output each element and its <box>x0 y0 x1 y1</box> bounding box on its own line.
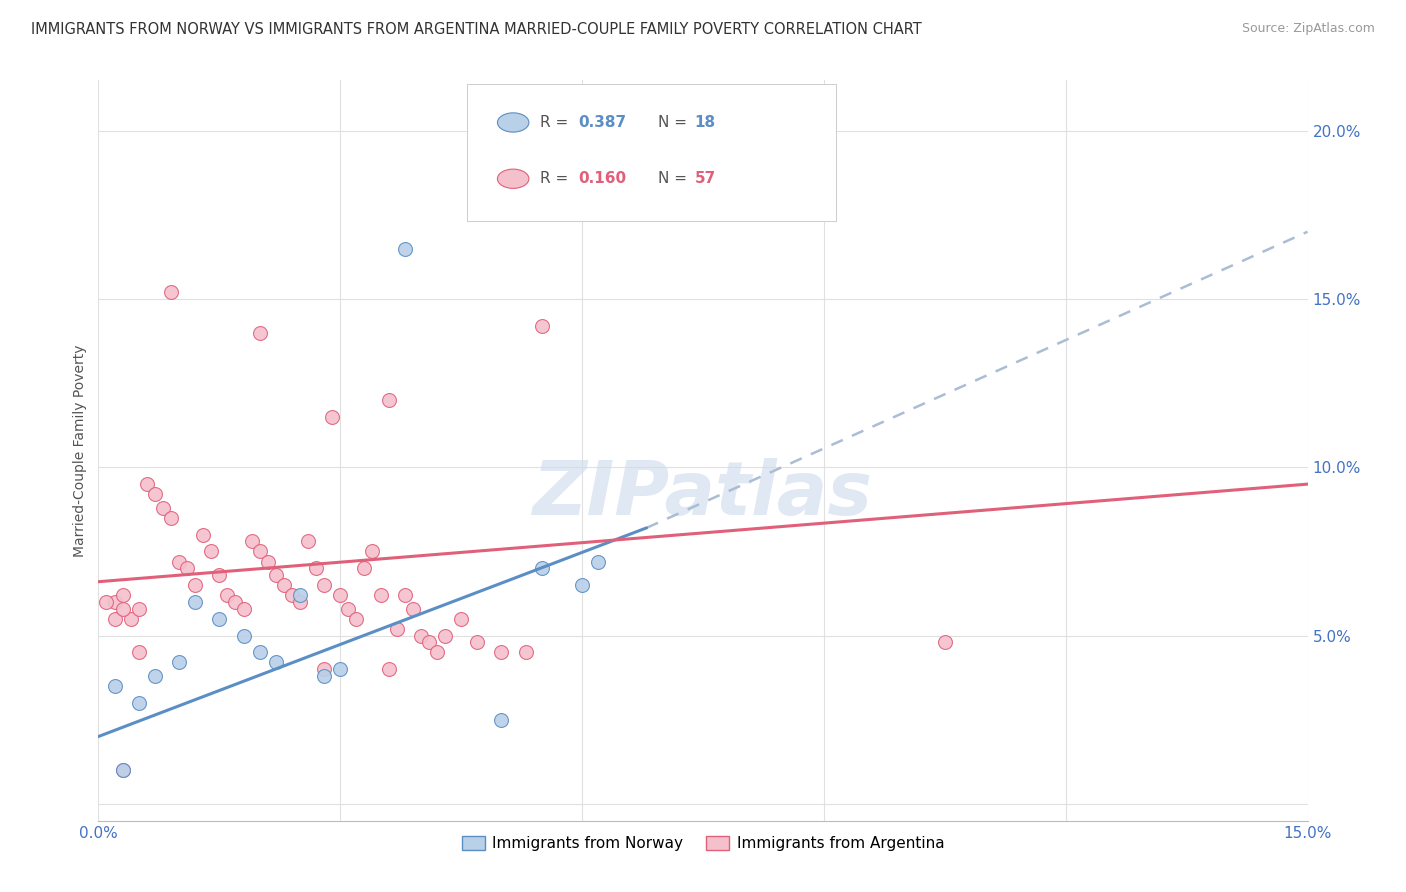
Point <box>184 578 207 592</box>
Point <box>314 662 336 676</box>
Text: R =: R = <box>540 171 572 186</box>
Point <box>377 662 399 676</box>
Point <box>305 561 328 575</box>
Point <box>491 713 513 727</box>
Point <box>143 487 166 501</box>
Point <box>426 645 449 659</box>
Point <box>273 578 295 592</box>
Point <box>394 242 416 256</box>
Point <box>152 500 174 515</box>
Text: Source: ZipAtlas.com: Source: ZipAtlas.com <box>1241 22 1375 36</box>
Point <box>96 595 118 609</box>
Point <box>111 763 134 777</box>
Point <box>249 645 271 659</box>
Point <box>370 588 392 602</box>
Point <box>135 477 157 491</box>
Point <box>256 554 278 569</box>
Text: N =: N = <box>658 115 692 130</box>
Point <box>571 578 593 592</box>
Point <box>409 628 432 642</box>
Point <box>314 669 336 683</box>
Point <box>128 601 150 615</box>
Point <box>281 588 304 602</box>
Point <box>167 656 190 670</box>
Text: IMMIGRANTS FROM NORWAY VS IMMIGRANTS FROM ARGENTINA MARRIED-COUPLE FAMILY POVERT: IMMIGRANTS FROM NORWAY VS IMMIGRANTS FRO… <box>31 22 922 37</box>
Point <box>103 595 125 609</box>
Point <box>208 568 231 582</box>
Point <box>103 612 125 626</box>
Point <box>128 696 150 710</box>
Point <box>361 544 384 558</box>
Point <box>232 628 254 642</box>
Text: 0.387: 0.387 <box>578 115 627 130</box>
Point <box>344 612 367 626</box>
Circle shape <box>498 169 529 188</box>
Point <box>418 635 440 649</box>
Point <box>232 601 254 615</box>
Point <box>200 544 222 558</box>
Point <box>450 612 472 626</box>
Point <box>111 601 134 615</box>
Point <box>586 554 609 569</box>
Point <box>288 595 311 609</box>
Point <box>515 645 537 659</box>
Point <box>264 656 287 670</box>
Point <box>385 622 408 636</box>
Point <box>321 409 343 424</box>
Point <box>434 628 457 642</box>
Text: ZIPatlas: ZIPatlas <box>533 458 873 532</box>
Point <box>329 588 352 602</box>
Text: R =: R = <box>540 115 572 130</box>
Point <box>184 595 207 609</box>
Point <box>160 285 183 300</box>
Point <box>297 534 319 549</box>
Point <box>176 561 198 575</box>
Point <box>143 669 166 683</box>
Point <box>264 568 287 582</box>
Point <box>128 645 150 659</box>
Point <box>530 318 553 333</box>
Text: 0.160: 0.160 <box>578 171 627 186</box>
Point <box>249 544 271 558</box>
Point <box>120 612 142 626</box>
Text: 18: 18 <box>695 115 716 130</box>
Text: 57: 57 <box>695 171 716 186</box>
Point <box>208 612 231 626</box>
Point <box>465 635 488 649</box>
Point <box>111 588 134 602</box>
Point <box>329 662 352 676</box>
Point <box>103 679 125 693</box>
Legend: Immigrants from Norway, Immigrants from Argentina: Immigrants from Norway, Immigrants from … <box>456 830 950 857</box>
Point <box>934 635 956 649</box>
Point <box>314 578 336 592</box>
Point <box>217 588 239 602</box>
Circle shape <box>498 113 529 132</box>
Point <box>402 601 425 615</box>
Point <box>111 763 134 777</box>
Point <box>193 527 215 541</box>
Point <box>249 326 271 340</box>
Point <box>240 534 263 549</box>
Point <box>377 392 399 407</box>
Point <box>160 510 183 524</box>
Point <box>530 561 553 575</box>
Point <box>394 588 416 602</box>
Point <box>337 601 360 615</box>
Text: N =: N = <box>658 171 692 186</box>
Point <box>167 554 190 569</box>
Point <box>224 595 246 609</box>
Point <box>288 588 311 602</box>
FancyBboxPatch shape <box>467 84 837 221</box>
Point <box>353 561 375 575</box>
Point <box>491 645 513 659</box>
Y-axis label: Married-Couple Family Poverty: Married-Couple Family Poverty <box>73 344 87 557</box>
